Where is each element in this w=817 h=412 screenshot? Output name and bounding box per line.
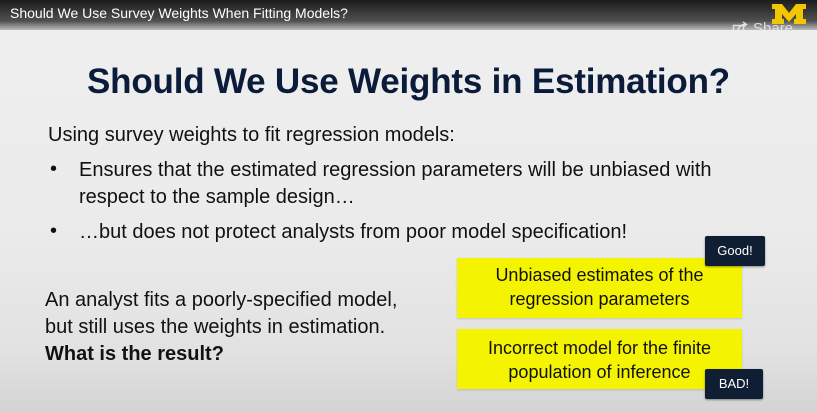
scenario-line-2: but still uses the weights in estimation…: [45, 316, 386, 338]
scenario-line-1: An analyst fits a poorly-specified model…: [45, 289, 398, 311]
bullet-marker: •: [50, 158, 58, 180]
video-title[interactable]: Should We Use Survey Weights When Fittin…: [10, 5, 348, 21]
outcome-good-line-2: regression parameters: [509, 289, 690, 309]
outcome-box-good: Unbiased estimates of the regression par…: [457, 258, 742, 318]
university-logo-icon: [772, 4, 806, 24]
scenario-question: What is the result?: [45, 343, 224, 365]
bullet-1-line-2: respect to the sample design…: [79, 186, 355, 208]
outcome-good-line-1: Unbiased estimates of the: [495, 265, 704, 285]
bad-badge: BAD!: [705, 369, 763, 399]
bullet-item-1: Ensures that the estimated regression pa…: [79, 157, 712, 211]
slide-title: Should We Use Weights in Estimation?: [87, 62, 730, 101]
outcome-bad-line-2: population of inference: [508, 362, 691, 382]
outcome-bad-line-1: Incorrect model for the finite: [487, 338, 712, 358]
scenario-text: An analyst fits a poorly-specified model…: [45, 287, 397, 368]
share-label: Share: [753, 19, 794, 37]
bullet-item-2: …but does not protect analysts from poor…: [79, 219, 627, 246]
outcome-box-bad: Incorrect model for the finite populatio…: [457, 329, 742, 389]
share-button[interactable]: Share: [732, 18, 793, 38]
bullet-2-line-1: …but does not protect analysts from poor…: [79, 221, 628, 243]
intro-text: Using survey weights to fit regression m…: [48, 124, 455, 146]
bullet-marker: •: [50, 220, 58, 242]
share-icon: [732, 21, 748, 36]
bullet-1-line-1: Ensures that the estimated regression pa…: [79, 159, 712, 181]
good-badge: Good!: [705, 236, 765, 266]
video-top-bar: Should We Use Survey Weights When Fittin…: [0, 0, 817, 30]
